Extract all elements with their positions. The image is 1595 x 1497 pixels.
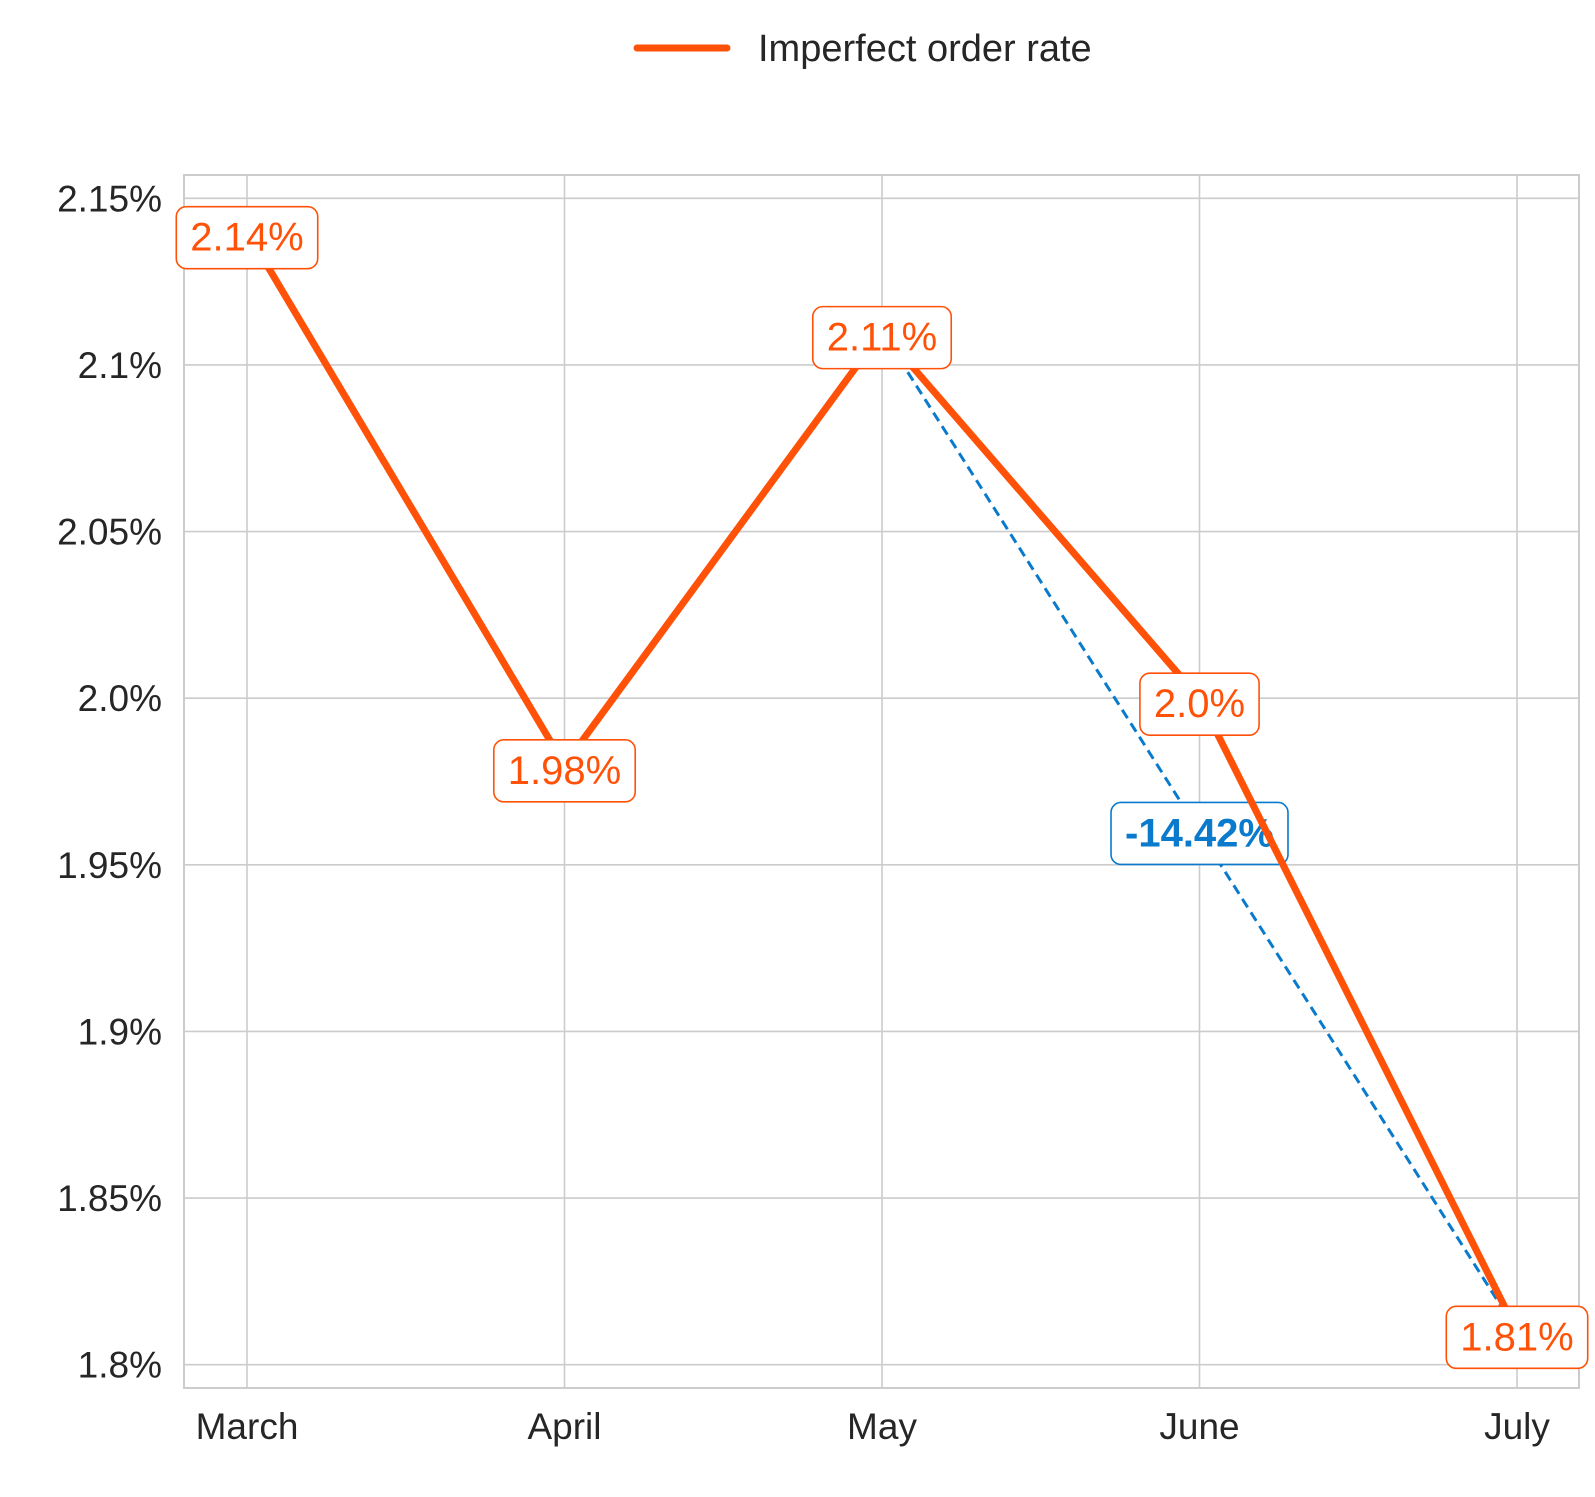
y-tick-label: 1.85% xyxy=(57,1178,162,1219)
annotation-label: -14.42% xyxy=(1125,811,1274,855)
change-annotation: -14.42% xyxy=(880,330,1519,1333)
plot-frame xyxy=(183,174,1580,1389)
data-label: 2.0% xyxy=(1154,682,1245,726)
annotation-label-group: -14.42% xyxy=(1110,801,1289,866)
data-label-box xyxy=(1139,672,1260,736)
y-tick-label: 1.95% xyxy=(57,845,162,886)
data-label-box xyxy=(811,305,953,370)
x-tick-label: April xyxy=(527,1406,601,1447)
data-label: 2.11% xyxy=(827,316,937,360)
x-tick-label: March xyxy=(196,1406,299,1447)
legend-label: Imperfect order rate xyxy=(758,28,1092,70)
data-label-layer: 2.14% 1.98% 2.11% 2.0% 1.81% xyxy=(175,205,1589,1370)
legend: Imperfect order rate xyxy=(633,28,1092,70)
data-label-box xyxy=(175,205,319,270)
data-label: 1.98% xyxy=(508,749,621,793)
data-label: 1.81% xyxy=(1460,1315,1573,1359)
y-tick-label: 2.05% xyxy=(57,512,162,553)
annotation-label-box xyxy=(1110,801,1289,866)
grid xyxy=(184,175,1579,1388)
data-label-group: 2.0% xyxy=(1139,672,1260,736)
y-tick-label: 1.8% xyxy=(78,1345,162,1386)
y-tick-label: 1.9% xyxy=(78,1011,162,1052)
data-label-group: 1.98% xyxy=(492,739,637,803)
x-tick-label: May xyxy=(847,1406,917,1447)
y-axis-tick-labels: 1.8% 1.85% 1.9% 1.95% 2.0% 2.05% 2.1% 2.15% xyxy=(57,178,162,1385)
x-tick-label: July xyxy=(1484,1406,1550,1447)
x-axis-tick-labels: March April May June July xyxy=(196,1406,1551,1447)
y-tick-label: 2.0% xyxy=(78,678,162,719)
data-label-group: 2.11% xyxy=(811,305,953,370)
data-label-box xyxy=(1445,1305,1589,1370)
data-label: 2.14% xyxy=(190,216,303,260)
data-label-group: 1.81% xyxy=(1445,1305,1589,1370)
y-tick-label: 2.15% xyxy=(57,178,162,219)
data-label-box xyxy=(492,739,637,803)
y-tick-label: 2.1% xyxy=(78,345,162,386)
x-tick-label: June xyxy=(1159,1406,1239,1447)
data-label-group: 2.14% xyxy=(175,205,319,270)
